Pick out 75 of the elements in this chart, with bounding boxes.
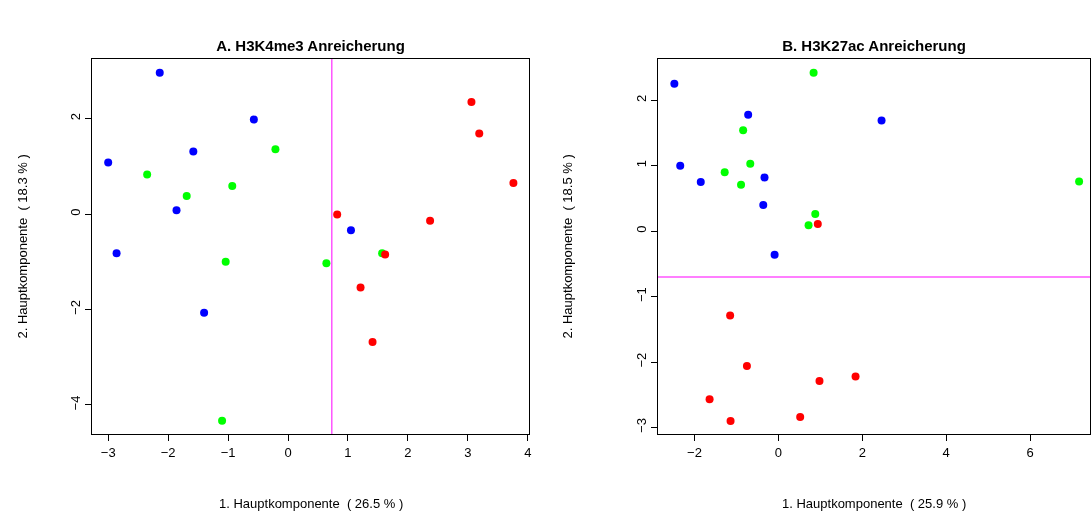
point: [851, 372, 860, 381]
point: [1075, 177, 1084, 186]
point: [676, 161, 685, 170]
point: [877, 116, 886, 125]
x-tick-label: 0: [284, 444, 292, 460]
y-tick-label: 0: [67, 208, 83, 216]
point: [726, 416, 735, 425]
point: [322, 259, 331, 268]
y-tick-label: −2: [67, 300, 83, 315]
chart-title: A. H3K4me3 Anreicherung: [216, 37, 405, 55]
point: [796, 412, 805, 421]
x-tick-label: 2: [404, 444, 412, 460]
point: [809, 68, 818, 77]
point: [509, 179, 518, 188]
x-tick-label: 4: [942, 444, 950, 460]
point: [720, 168, 729, 177]
point: [726, 311, 735, 320]
point: [770, 250, 779, 259]
point: [356, 283, 365, 292]
x-tick-label: 0: [774, 444, 782, 460]
y-tick-label: 0: [633, 225, 649, 233]
x-tick-label: 6: [1026, 444, 1034, 460]
point: [228, 181, 237, 190]
x-tick-label: 3: [464, 444, 472, 460]
point: [467, 97, 476, 106]
point: [739, 126, 748, 135]
point: [746, 159, 755, 168]
y-tick-label: −3: [633, 418, 649, 433]
point: [271, 145, 280, 154]
point: [189, 147, 198, 156]
point: [172, 206, 181, 215]
point: [705, 395, 714, 404]
point: [346, 226, 355, 235]
x-tick-label: 1: [344, 444, 352, 460]
point: [815, 376, 824, 385]
y-tick-label: −4: [67, 395, 83, 411]
chart-title: B. H3K27ac Anreicherung: [782, 37, 966, 55]
point: [475, 129, 484, 138]
point: [200, 308, 209, 317]
point: [811, 210, 820, 219]
y-axis-title: 2. Hauptkomponente ( 18.5 % ): [559, 154, 575, 339]
point: [104, 158, 113, 167]
point: [804, 221, 813, 230]
point: [696, 178, 705, 187]
point: [368, 337, 377, 346]
x-tick-label: −2: [160, 444, 176, 460]
point: [221, 257, 230, 266]
point: [737, 180, 746, 189]
x-axis-title: 1. Hauptkomponente ( 25.9 % ): [782, 496, 967, 511]
x-tick-label: −2: [687, 444, 702, 460]
y-tick-label: −1: [633, 287, 649, 303]
point: [333, 210, 342, 219]
point: [742, 361, 751, 370]
x-tick-label: −3: [100, 444, 116, 460]
x-tick-label: −1: [220, 444, 236, 460]
point: [155, 68, 164, 77]
y-axis-title: 2. Hauptkomponente ( 18.3 % ): [14, 154, 30, 339]
x-axis-title: 1. Hauptkomponente ( 26.5 % ): [219, 496, 404, 511]
point: [760, 173, 769, 182]
point: [218, 416, 227, 425]
x-tick-label: 4: [524, 444, 532, 460]
point: [813, 219, 822, 228]
point: [249, 115, 258, 124]
y-tick-label: −2: [633, 352, 649, 368]
point: [112, 249, 121, 258]
x-tick-label: 2: [858, 444, 866, 460]
y-tick-label: 2: [67, 113, 83, 121]
y-tick-label: 2: [633, 94, 649, 102]
point: [670, 79, 679, 88]
point: [744, 110, 753, 119]
y-tick-label: 1: [633, 160, 649, 168]
point: [426, 216, 435, 225]
point: [182, 191, 191, 200]
point: [143, 170, 152, 179]
point: [759, 200, 768, 209]
